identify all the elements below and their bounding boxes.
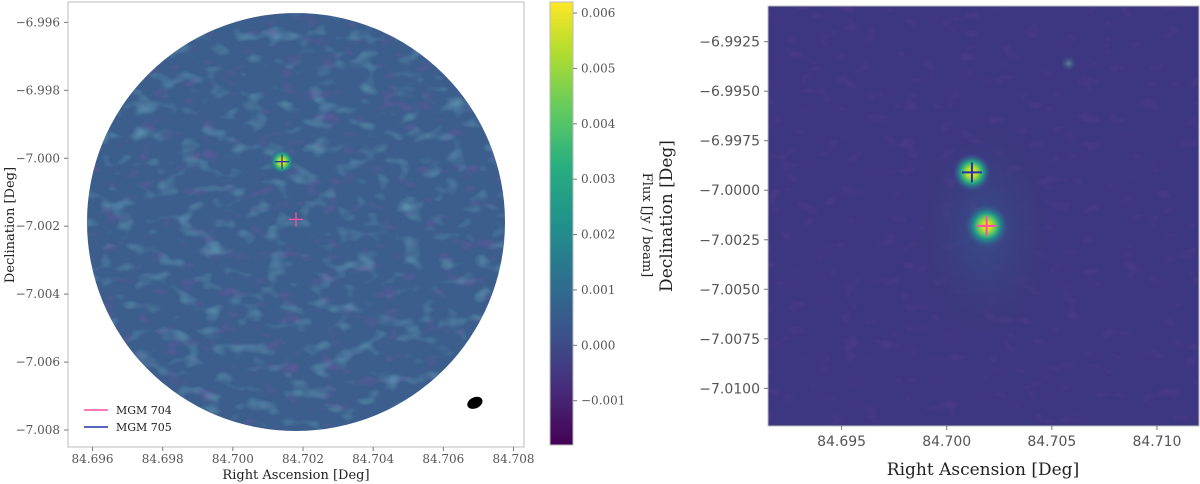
beam-ellipse bbox=[467, 396, 483, 409]
colorbar-tick-label: 0.005 bbox=[581, 61, 615, 75]
legend-label: MGM 705 bbox=[116, 421, 172, 434]
left-x-tick-label: 84.700 bbox=[212, 452, 254, 466]
right-x-tick-label: 84.695 bbox=[817, 434, 866, 450]
left-x-tick-label: 84.698 bbox=[142, 452, 184, 466]
colorbar-tick-label: −0.001 bbox=[581, 394, 625, 408]
right-y-tick-label: −6.9975 bbox=[699, 134, 760, 150]
colorbar-ticks: 0.006 0.005 0.004 0.003 0.002 0.001 0.000 −0.00… bbox=[573, 6, 625, 408]
beam-shape bbox=[467, 396, 483, 409]
left-x-tick-label: 84.696 bbox=[72, 452, 114, 466]
left-y-tick-label: −6.998 bbox=[16, 83, 60, 97]
legend: MGM 704 MGM 705 bbox=[84, 404, 172, 434]
left-y-tick-label: −7.004 bbox=[16, 287, 61, 301]
left-y-tick-label: −7.006 bbox=[16, 355, 60, 369]
left-y-tick-label: −6.996 bbox=[16, 15, 60, 29]
right-x-tick-label: 84.700 bbox=[922, 434, 971, 450]
colorbar-tick-label: 0.002 bbox=[581, 228, 615, 242]
left-x-tick-label: 84.702 bbox=[282, 452, 324, 466]
right-y-tick-label: −7.0100 bbox=[699, 381, 760, 397]
left-y-tick-label: −7.008 bbox=[16, 423, 60, 437]
colorbar-tick-label: 0.003 bbox=[581, 172, 615, 186]
legend-label: MGM 704 bbox=[116, 404, 172, 417]
right-x-tick-label: 84.705 bbox=[1027, 434, 1076, 450]
colorbar-tick-label: 0.006 bbox=[581, 6, 615, 20]
right-y-tick-label: −7.0025 bbox=[699, 233, 760, 249]
right-y-tick-label: −6.9925 bbox=[699, 35, 760, 51]
interferometer-map-panel: 84.696 84.698 84.700 84.702 84.704 84.706 84.7… bbox=[3, 1, 534, 483]
right-x-tick-label: 84.710 bbox=[1132, 434, 1181, 450]
right-y-tick-label: −7.0075 bbox=[699, 332, 760, 348]
left-y-axis-label: Declination [Deg] bbox=[3, 167, 18, 283]
right-x-ticks: 84.695 84.700 84.705 84.710 bbox=[817, 426, 1181, 450]
left-x-tick-label: 84.708 bbox=[492, 452, 534, 466]
field-of-view bbox=[87, 13, 505, 431]
right-y-tick-label: −7.0050 bbox=[699, 282, 760, 298]
marker-mgm-705 bbox=[961, 162, 982, 183]
left-x-tick-label: 84.706 bbox=[422, 452, 464, 466]
right-y-ticks: −6.9925 −6.9950 −6.9975 −7.0000 −7.0025 −7.00… bbox=[699, 35, 768, 397]
right-markers bbox=[961, 162, 997, 236]
optical-image-panel: 84.695 84.700 84.705 84.710 −6.9925−6.9950−… bbox=[657, 5, 1200, 480]
colorbar-gradient bbox=[549, 1, 574, 446]
left-markers bbox=[274, 154, 303, 227]
right-y-axis-label: Declination [Deg] bbox=[657, 140, 677, 292]
colorbar: 0.006 0.005 0.004 0.003 0.002 0.001 0.000 −0.00… bbox=[549, 1, 654, 446]
left-y-tick-label: −7.002 bbox=[16, 219, 60, 233]
right-source-blob bbox=[1060, 55, 1077, 72]
colorbar-tick-label: 0.001 bbox=[581, 283, 615, 297]
marker-mgm-705 bbox=[274, 154, 289, 169]
marker-mgm-704 bbox=[976, 215, 997, 236]
right-x-axis-label: Right Ascension [Deg] bbox=[887, 460, 1079, 480]
colorbar-tick-label: 0.000 bbox=[581, 338, 615, 352]
right-y-tick-label: −6.9950 bbox=[699, 84, 760, 100]
colorbar-label: Flux [Jy / beam] bbox=[639, 173, 654, 277]
left-y-tick-label: −7.000 bbox=[16, 151, 60, 165]
left-x-ticks: 84.696 84.698 84.700 84.702 84.704 84.706 84.7… bbox=[72, 447, 534, 466]
colorbar-tick-label: 0.004 bbox=[581, 117, 616, 131]
right-y-tick-label: −7.0000 bbox=[699, 183, 760, 199]
right-plot-frame bbox=[767, 5, 1200, 427]
left-y-ticks: −6.996 −6.998 −7.000 −7.002 −7.004 −7.006 −7.0… bbox=[16, 15, 68, 437]
marker-mgm-704 bbox=[289, 212, 303, 227]
left-x-tick-label: 84.704 bbox=[352, 452, 394, 466]
left-x-axis-label: Right Ascension [Deg] bbox=[222, 468, 369, 483]
